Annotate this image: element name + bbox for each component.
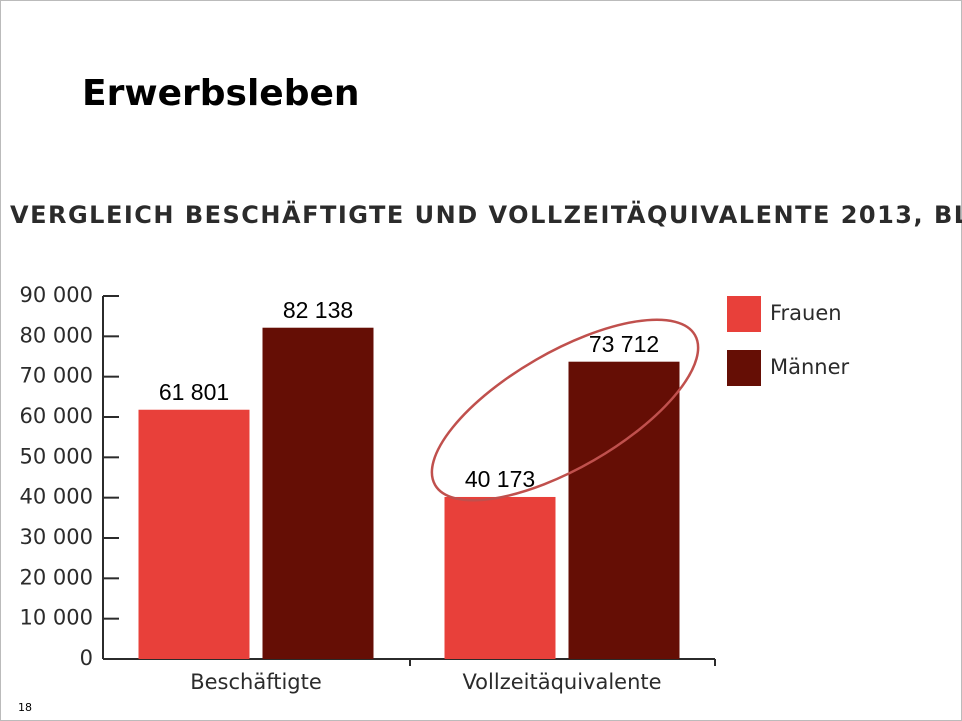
y-tick-label: 30 000 <box>20 525 93 549</box>
legend-swatch <box>727 350 761 386</box>
y-tick-label: 60 000 <box>20 404 93 428</box>
legend-label: Frauen <box>770 301 842 325</box>
y-tick-label: 40 000 <box>20 485 93 509</box>
legend-swatch <box>727 296 761 332</box>
highlight-ellipse <box>430 318 700 502</box>
slide-title: Erwerbsleben <box>82 73 360 114</box>
plot: 0 10 000 20 000 30 000 40 000 50 000 60 000 70 … <box>20 283 850 694</box>
value-label: 82 138 <box>283 297 353 323</box>
y-tick-label: 90 000 <box>20 283 93 307</box>
legend-label: Männer <box>770 355 850 379</box>
bar <box>568 361 680 659</box>
y-tick-label: 20 000 <box>20 565 93 589</box>
y-tick-label: 0 <box>80 646 93 670</box>
value-label: 61 801 <box>159 379 229 405</box>
chart-title: VERGLEICH BESCHÄFTIGTE UND VOLLZEITÄQUIV… <box>10 200 962 229</box>
y-tick-label: 80 000 <box>20 323 93 347</box>
bar <box>444 496 556 659</box>
x-tick-label: Beschäftigte <box>190 670 322 694</box>
value-label: 73 712 <box>589 331 659 357</box>
y-tick-label: 50 000 <box>20 444 93 468</box>
y-tick-label: 10 000 <box>20 606 93 630</box>
value-label: 40 173 <box>465 466 535 492</box>
page-number: 18 <box>18 701 32 714</box>
y-tick-label: 70 000 <box>20 364 93 388</box>
bar <box>138 409 250 659</box>
bar <box>262 327 374 659</box>
x-tick-label: Vollzeitäquivalente <box>462 670 661 694</box>
